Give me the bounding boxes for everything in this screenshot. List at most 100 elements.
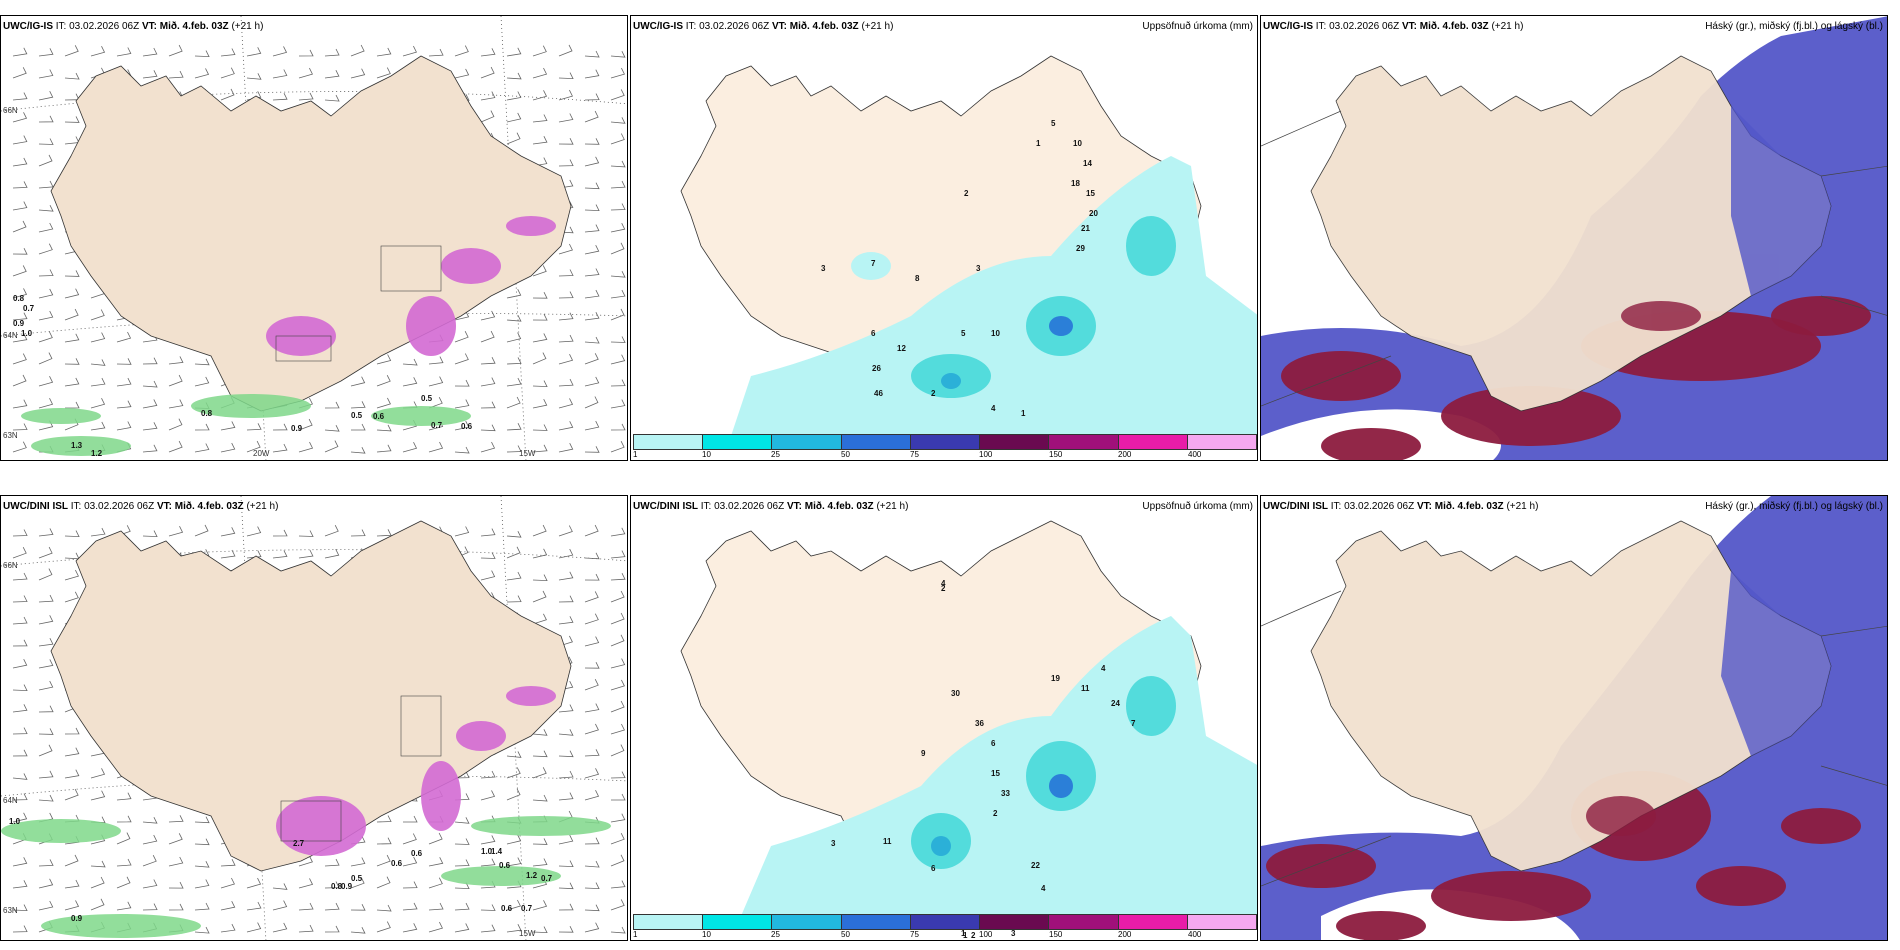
wind-barb — [558, 378, 574, 387]
panel-header: UWC/IG-IS IT: 03.02.2026 06Z VT: Mið. 4.… — [633, 21, 893, 32]
value-label: 19 — [1051, 674, 1060, 683]
wind-barb — [38, 138, 54, 145]
wind-barb — [402, 856, 418, 867]
graticule — [1261, 590, 1887, 887]
wind-barb — [220, 859, 236, 867]
precip-shading — [731, 156, 1257, 436]
wind-barb — [480, 924, 496, 933]
value-label: 15 — [991, 769, 1000, 778]
wind-barb — [272, 423, 288, 431]
wind-barb — [220, 901, 236, 911]
wind-barb — [38, 376, 54, 387]
wind-barb — [506, 132, 521, 145]
wind-barb — [324, 48, 340, 57]
wind-barb — [194, 443, 210, 453]
wind-barb — [90, 876, 105, 889]
value-label: 6 — [871, 329, 876, 338]
wind-barb — [12, 684, 28, 692]
wind-barb — [454, 331, 469, 343]
wind-barb — [194, 358, 210, 366]
wind-barb — [610, 771, 626, 779]
wind-barb — [12, 793, 28, 801]
wind-barb — [480, 528, 496, 537]
wind-barb — [584, 156, 600, 167]
value-label: 11 — [1081, 684, 1090, 693]
wind-barb — [480, 835, 496, 845]
wind-barb — [558, 354, 574, 365]
panel-header: UWC/IG-IS IT: 03.02.2026 06Z VT: Mið. 4.… — [1263, 21, 1523, 32]
wind-barb — [38, 900, 54, 911]
wind-barb — [584, 312, 600, 321]
wind-barb — [272, 883, 288, 890]
wind-barb — [220, 421, 236, 431]
wind-barb — [376, 444, 392, 453]
wind-barb — [506, 595, 522, 603]
wind-barb — [350, 44, 365, 57]
value-label: 0.8 — [201, 409, 213, 418]
wind-barb — [610, 744, 625, 757]
wind-barb — [116, 377, 132, 387]
lead-time: (+21 h) — [231, 21, 264, 32]
wind-barb — [194, 926, 210, 934]
wind-barb — [506, 72, 522, 80]
wind-barb — [428, 902, 444, 911]
colorbar-tick: 200 — [1118, 930, 1132, 939]
wind-barb — [480, 441, 496, 453]
value-label: 11 — [883, 837, 892, 846]
wind-barb — [532, 90, 548, 101]
precip-shading — [741, 616, 1257, 916]
wind-barb — [558, 571, 574, 581]
wind-barb — [480, 377, 496, 387]
wind-barb — [12, 441, 27, 453]
value-label: 0.7 — [23, 304, 35, 313]
wind-barb — [12, 727, 28, 735]
wind-barb — [610, 180, 626, 189]
wind-barb — [506, 834, 522, 845]
wind-barb — [610, 117, 626, 124]
graticule — [1261, 110, 1887, 407]
wind-barb — [12, 265, 27, 277]
wind-barb — [38, 180, 54, 189]
wind-barb — [298, 530, 314, 537]
lat-label: 63N — [3, 906, 18, 915]
wind-barb — [12, 374, 27, 387]
wind-barb — [584, 376, 600, 387]
wind-barb — [610, 223, 626, 233]
wind-barb — [194, 879, 210, 889]
value-label: 3 — [831, 839, 836, 848]
value-label: 0.7 — [431, 421, 443, 430]
wind-barb — [90, 860, 106, 868]
wind-barb — [454, 923, 470, 933]
valid-time: VT: Mið. 4.feb. 03Z — [786, 501, 874, 512]
wind-barb — [558, 729, 574, 736]
wind-barb — [12, 572, 28, 581]
value-label: 0.6 — [411, 849, 423, 858]
wind-barb — [194, 902, 210, 911]
wind-barb — [38, 528, 54, 537]
wind-barb — [246, 550, 262, 559]
value-label: 14 — [1083, 159, 1092, 168]
wind-barb — [532, 729, 548, 736]
init-time: IT: 03.02.2026 06Z — [685, 21, 770, 32]
wind-barb — [38, 288, 54, 299]
wind-barb — [350, 857, 366, 867]
wind-barb — [428, 877, 443, 889]
wind-barb — [142, 903, 158, 911]
wind-barb — [584, 93, 600, 101]
value-label: 7 — [871, 259, 876, 268]
value-label: 12 — [897, 344, 906, 353]
wind-barb — [610, 723, 625, 735]
wind-barb — [376, 47, 392, 57]
wind-barb — [376, 67, 391, 79]
wind-barb — [38, 770, 54, 779]
value-label: 0.6 — [373, 412, 385, 421]
wind-barb — [532, 444, 548, 453]
wind-barb — [246, 901, 262, 911]
wind-barb — [558, 312, 574, 321]
lat-label: 64N — [3, 796, 18, 805]
value-label: 22 — [1031, 861, 1040, 870]
wind-barb — [558, 113, 574, 123]
wind-barb — [64, 270, 80, 277]
wind-barb — [610, 550, 626, 559]
